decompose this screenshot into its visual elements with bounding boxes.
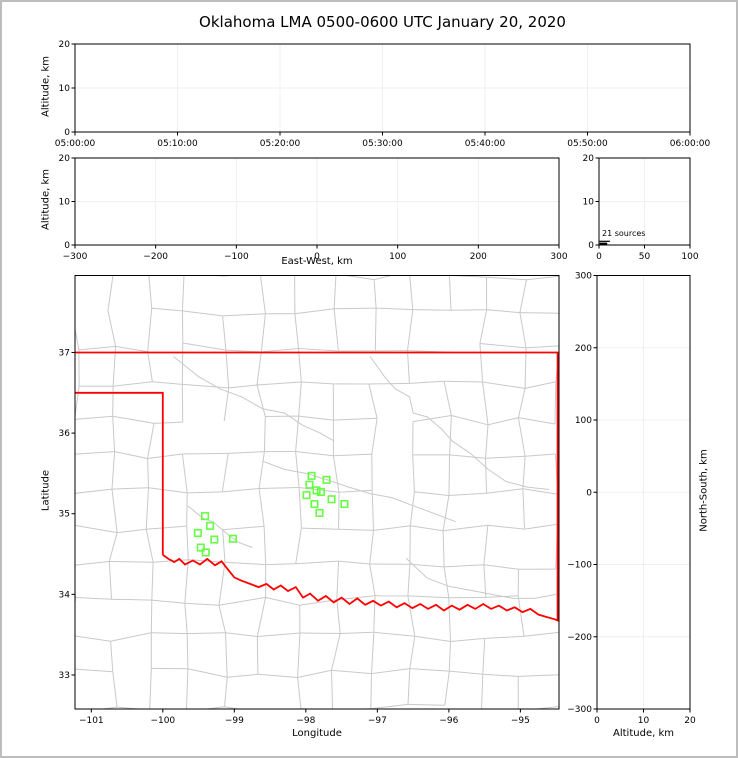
lma-source-markers: [193, 471, 349, 557]
panel-spine: [598, 157, 691, 246]
lma-source-marker: [327, 495, 336, 504]
river-lines: [173, 356, 557, 599]
river-line: [405, 557, 557, 599]
y-tick-label: 0: [586, 488, 592, 498]
x-tick-label: 05:50:00: [567, 139, 608, 149]
y-tick-label: 33: [59, 671, 70, 681]
river-line: [262, 460, 457, 523]
y-tick-label: 10: [59, 84, 71, 94]
x-tick-label: 05:30:00: [362, 139, 403, 149]
y-tick-label: −200: [567, 633, 592, 643]
x-tick-label: −99: [225, 716, 244, 726]
x-tick-label: −101: [79, 716, 104, 726]
y-tick-label: 35: [59, 510, 70, 520]
panel-spine: [74, 43, 691, 133]
x-tick-label: −200: [143, 252, 168, 262]
x-tick-label: 05:40:00: [465, 139, 506, 149]
lma-source-marker: [340, 499, 349, 509]
lma-source-marker: [206, 521, 215, 530]
x-tick-label: 0: [314, 252, 320, 262]
x-tick-label: −96: [439, 716, 458, 726]
river-line: [173, 356, 335, 442]
lma-source-marker: [210, 535, 219, 544]
panel-ew-height: −300 −200 −100 0 100 200 300 0 10 20: [59, 154, 568, 262]
x-tick-label: −97: [368, 716, 387, 726]
x-tick-label: −100: [224, 252, 249, 262]
lma-source-marker: [193, 528, 202, 538]
x-tick-label: −100: [150, 716, 175, 726]
y-tick-label: 10: [583, 198, 595, 208]
panel-time-height: 05:00:00 05:10:00 05:20:00 05:30:00 05:40:00…: [55, 40, 711, 149]
ylabel-time-height: Altitude, km: [40, 56, 52, 117]
lma-source-marker: [316, 487, 325, 497]
panel-spine: [596, 275, 691, 710]
y-tick-label: 0: [588, 241, 594, 251]
xlabel-ns-altitude: Altitude, km: [613, 728, 674, 739]
ylabel-plan-view-latitude: Latitude: [40, 469, 52, 512]
ylabel-ns-height: North-South, km: [698, 449, 710, 532]
x-tick-label: 200: [470, 252, 487, 262]
y-tick-label: 300: [575, 272, 592, 282]
y-tick-label: 20: [59, 40, 71, 50]
ylabel-ew-height: Altitude, km: [40, 169, 52, 230]
x-tick-label: 05:10:00: [157, 139, 198, 149]
x-tick-label: 20: [684, 716, 696, 726]
y-tick-label: 10: [59, 198, 71, 208]
x-tick-label: −300: [63, 252, 88, 262]
lma-source-marker: [310, 499, 319, 509]
lma-source-marker: [196, 543, 205, 552]
sources-count-label: 21 sources: [602, 229, 646, 238]
lma-source-marker: [307, 471, 316, 480]
lma-source-marker: [312, 486, 321, 495]
lma-source-marker: [315, 508, 324, 518]
y-tick-label: 20: [59, 154, 71, 164]
panel-plan-view: −101 −100 −99 −98 −97 −96 −95 33 34 35 36 37: [59, 275, 560, 726]
y-tick-label: 34: [59, 590, 71, 600]
oklahoma-state-border: [75, 351, 559, 622]
panel-spine: [74, 157, 560, 246]
y-tick-label: −100: [567, 561, 592, 571]
x-tick-label: 0: [596, 252, 602, 262]
y-tick-label: 0: [64, 128, 70, 138]
lma-source-marker: [201, 548, 210, 557]
x-tick-label: 05:00:00: [55, 139, 96, 149]
y-tick-label: 200: [575, 344, 592, 354]
xlabel-plan-view-longitude: Longitude: [292, 728, 342, 739]
y-tick-label: 36: [59, 429, 71, 439]
state-border-red_river_south: [162, 554, 559, 622]
y-tick-label: 37: [59, 348, 70, 358]
panel-altitude-histogram: 0 50 100 0 10 20: [583, 154, 699, 262]
xlabel-ew-height: East-West, km: [281, 256, 353, 267]
y-tick-label: 20: [583, 154, 595, 164]
x-tick-label: 300: [550, 252, 567, 262]
x-tick-label: −98: [296, 716, 315, 726]
x-tick-label: 100: [681, 252, 698, 262]
lma-source-marker: [228, 534, 237, 543]
x-tick-label: 10: [638, 716, 650, 726]
lma-source-marker: [201, 512, 210, 521]
lma-source-marker: [302, 491, 311, 500]
county-boundaries: [75, 275, 559, 709]
lma-source-marker: [322, 475, 331, 484]
y-tick-label: −300: [567, 705, 592, 715]
y-tick-label: 0: [64, 241, 70, 251]
panel-spine: [74, 275, 560, 710]
x-tick-label: 06:00:00: [670, 139, 711, 149]
state-border-panhandle_and_west: [75, 391, 164, 555]
figure-title: Oklahoma LMA 0500-0600 UTC January 20, 2…: [199, 13, 566, 31]
x-tick-label: 0: [594, 716, 600, 726]
x-tick-label: 05:20:00: [260, 139, 301, 149]
river-line: [369, 356, 550, 490]
map-layers: [75, 275, 559, 709]
x-tick-label: 50: [639, 252, 651, 262]
river-line: [187, 505, 253, 549]
x-tick-label: 100: [389, 252, 406, 262]
x-tick-label: −95: [511, 716, 530, 726]
panel-ns-height: 0 10 20 −300 −200 −100 0 100 200 300: [567, 272, 696, 727]
y-tick-label: 100: [575, 416, 592, 426]
lma-source-marker: [305, 480, 314, 489]
